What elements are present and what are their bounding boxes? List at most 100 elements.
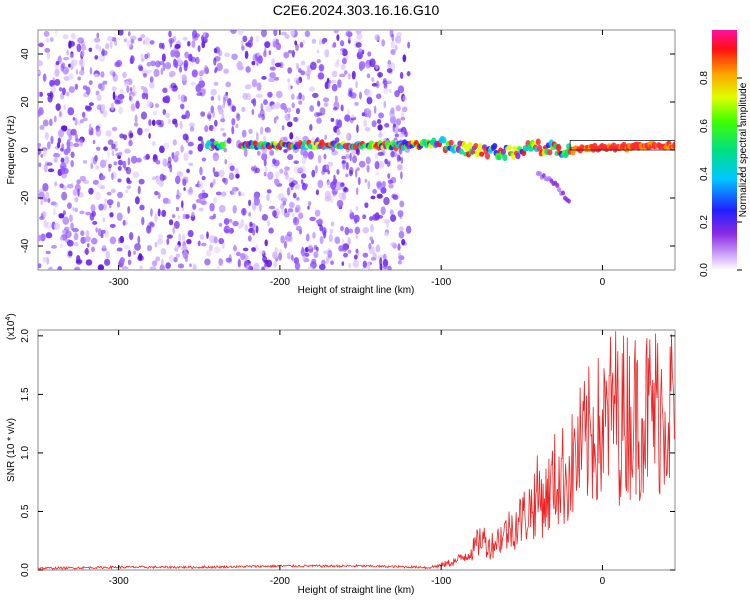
spectrogram-cell	[672, 141, 675, 149]
spectrogram-cell	[109, 236, 117, 245]
spectrogram-cell	[116, 212, 123, 221]
spectrogram-cell	[109, 41, 113, 49]
spectrogram-cell	[336, 169, 340, 175]
spectrogram-cell	[358, 91, 362, 100]
spectrogram-cell	[343, 252, 348, 258]
spectrogram-cell	[290, 30, 295, 37]
spectrogram-cell	[175, 206, 180, 212]
spectrogram-cell	[38, 70, 42, 75]
spectrogram-cell	[502, 153, 508, 162]
x-tick-label: 0	[600, 576, 606, 587]
y-tick-label: 0	[20, 147, 31, 153]
spectrogram-cell	[133, 122, 139, 127]
spectrogram-cell	[240, 207, 247, 216]
spectrogram-cell	[381, 180, 386, 188]
spectrogram-cell	[146, 69, 152, 74]
spectrogram-cell	[149, 40, 155, 45]
spectrogram-cell	[136, 157, 142, 163]
spectrogram-cell	[399, 226, 404, 232]
spectrogram-cell	[119, 133, 125, 139]
spectrogram-x-axis-label: Height of straight line (km)	[298, 285, 415, 296]
spectrogram-cell	[302, 135, 309, 142]
spectrogram-cell	[400, 171, 403, 180]
spectrogram-cell	[492, 143, 498, 150]
spectrogram-cell	[128, 231, 134, 241]
spectrogram-cell	[345, 173, 349, 178]
spectrogram-cell	[233, 245, 237, 252]
spectrogram-cell	[373, 105, 377, 114]
spectrogram-cell	[390, 176, 397, 184]
spectrogram-cell	[269, 66, 276, 71]
spectrogram-cell	[332, 187, 336, 197]
spectrogram-cell	[296, 78, 300, 85]
spectrogram-cell	[229, 165, 235, 172]
spectrogram-cell	[334, 95, 338, 103]
spectrogram-cell	[151, 140, 156, 147]
spectrogram-cell	[107, 35, 113, 42]
spectrogram-cell	[287, 208, 294, 213]
spectrogram-cell	[95, 165, 100, 170]
spectrogram-cell	[386, 68, 393, 74]
spectrogram-cell	[68, 40, 72, 49]
spectrogram-cell	[79, 118, 84, 124]
spectrogram-cell	[399, 71, 404, 80]
spectrogram-cell	[383, 219, 390, 224]
spectrogram-cell	[182, 178, 187, 187]
spectrogram-cell	[85, 86, 91, 95]
spectrogram-cell	[54, 181, 58, 187]
spectrogram-cell	[339, 182, 345, 188]
spectrogram-cell	[95, 128, 102, 137]
spectrogram-cell	[213, 196, 218, 204]
spectrogram-cell	[224, 229, 232, 233]
spectrogram-cell	[68, 132, 72, 141]
spectrogram-cell	[155, 256, 161, 262]
spectrogram-cell	[89, 67, 93, 75]
spectrogram-cell	[374, 34, 381, 41]
spectrogram-cell	[188, 53, 193, 62]
spectrogram-cell	[226, 137, 232, 144]
spectrogram-cell	[345, 30, 353, 37]
spectrogram-cell	[180, 144, 184, 153]
spectrogram-cell	[284, 34, 290, 39]
spectrogram-cell	[473, 142, 479, 149]
spectrogram-cell	[95, 43, 100, 50]
spectrogram-cell	[395, 104, 401, 112]
spectrogram-cell	[104, 258, 111, 266]
spectrogram-cell	[39, 91, 43, 97]
spectrogram-cell	[97, 264, 104, 270]
spectrogram-cell	[218, 204, 226, 213]
spectrogram-cell	[228, 218, 233, 223]
spectrogram-cell	[407, 41, 411, 49]
spectrogram-cell	[94, 55, 99, 60]
spectrogram-cell	[216, 265, 220, 270]
spectrogram-cell	[40, 154, 44, 158]
spectrogram-cell	[201, 176, 206, 181]
spectrogram-cell	[337, 79, 342, 88]
spectrogram-cell	[284, 166, 290, 172]
spectrogram-cell	[54, 68, 60, 77]
spectrogram-cell	[158, 179, 164, 188]
spectrogram-cell	[227, 97, 232, 106]
spectrogram-cell	[397, 85, 405, 94]
spectrogram-cell	[402, 54, 407, 63]
y-tick-label: 0.0	[20, 563, 31, 577]
spectrogram-cell	[331, 79, 337, 84]
spectrogram-cell	[337, 119, 343, 129]
spectrogram-cell	[323, 230, 327, 239]
spectrogram-cell	[69, 214, 73, 223]
spectrogram-cell	[109, 212, 114, 218]
spectrogram-cell	[299, 165, 306, 174]
spectrogram-cell	[67, 107, 75, 116]
spectrogram-cell	[149, 266, 157, 270]
spectrogram-cell	[324, 134, 327, 141]
spectrogram-cell	[331, 83, 338, 92]
spectrogram-cell	[254, 167, 261, 174]
spectrogram-cell	[348, 87, 353, 94]
spectrogram-cell	[302, 39, 306, 45]
spectrogram-cell	[228, 172, 235, 181]
y-tick-label: 2.0	[20, 328, 31, 342]
spectrogram-cell	[185, 110, 190, 119]
spectrogram-cell	[235, 123, 239, 129]
spectrogram-cell	[151, 119, 156, 126]
spectrogram-cell	[299, 229, 302, 235]
